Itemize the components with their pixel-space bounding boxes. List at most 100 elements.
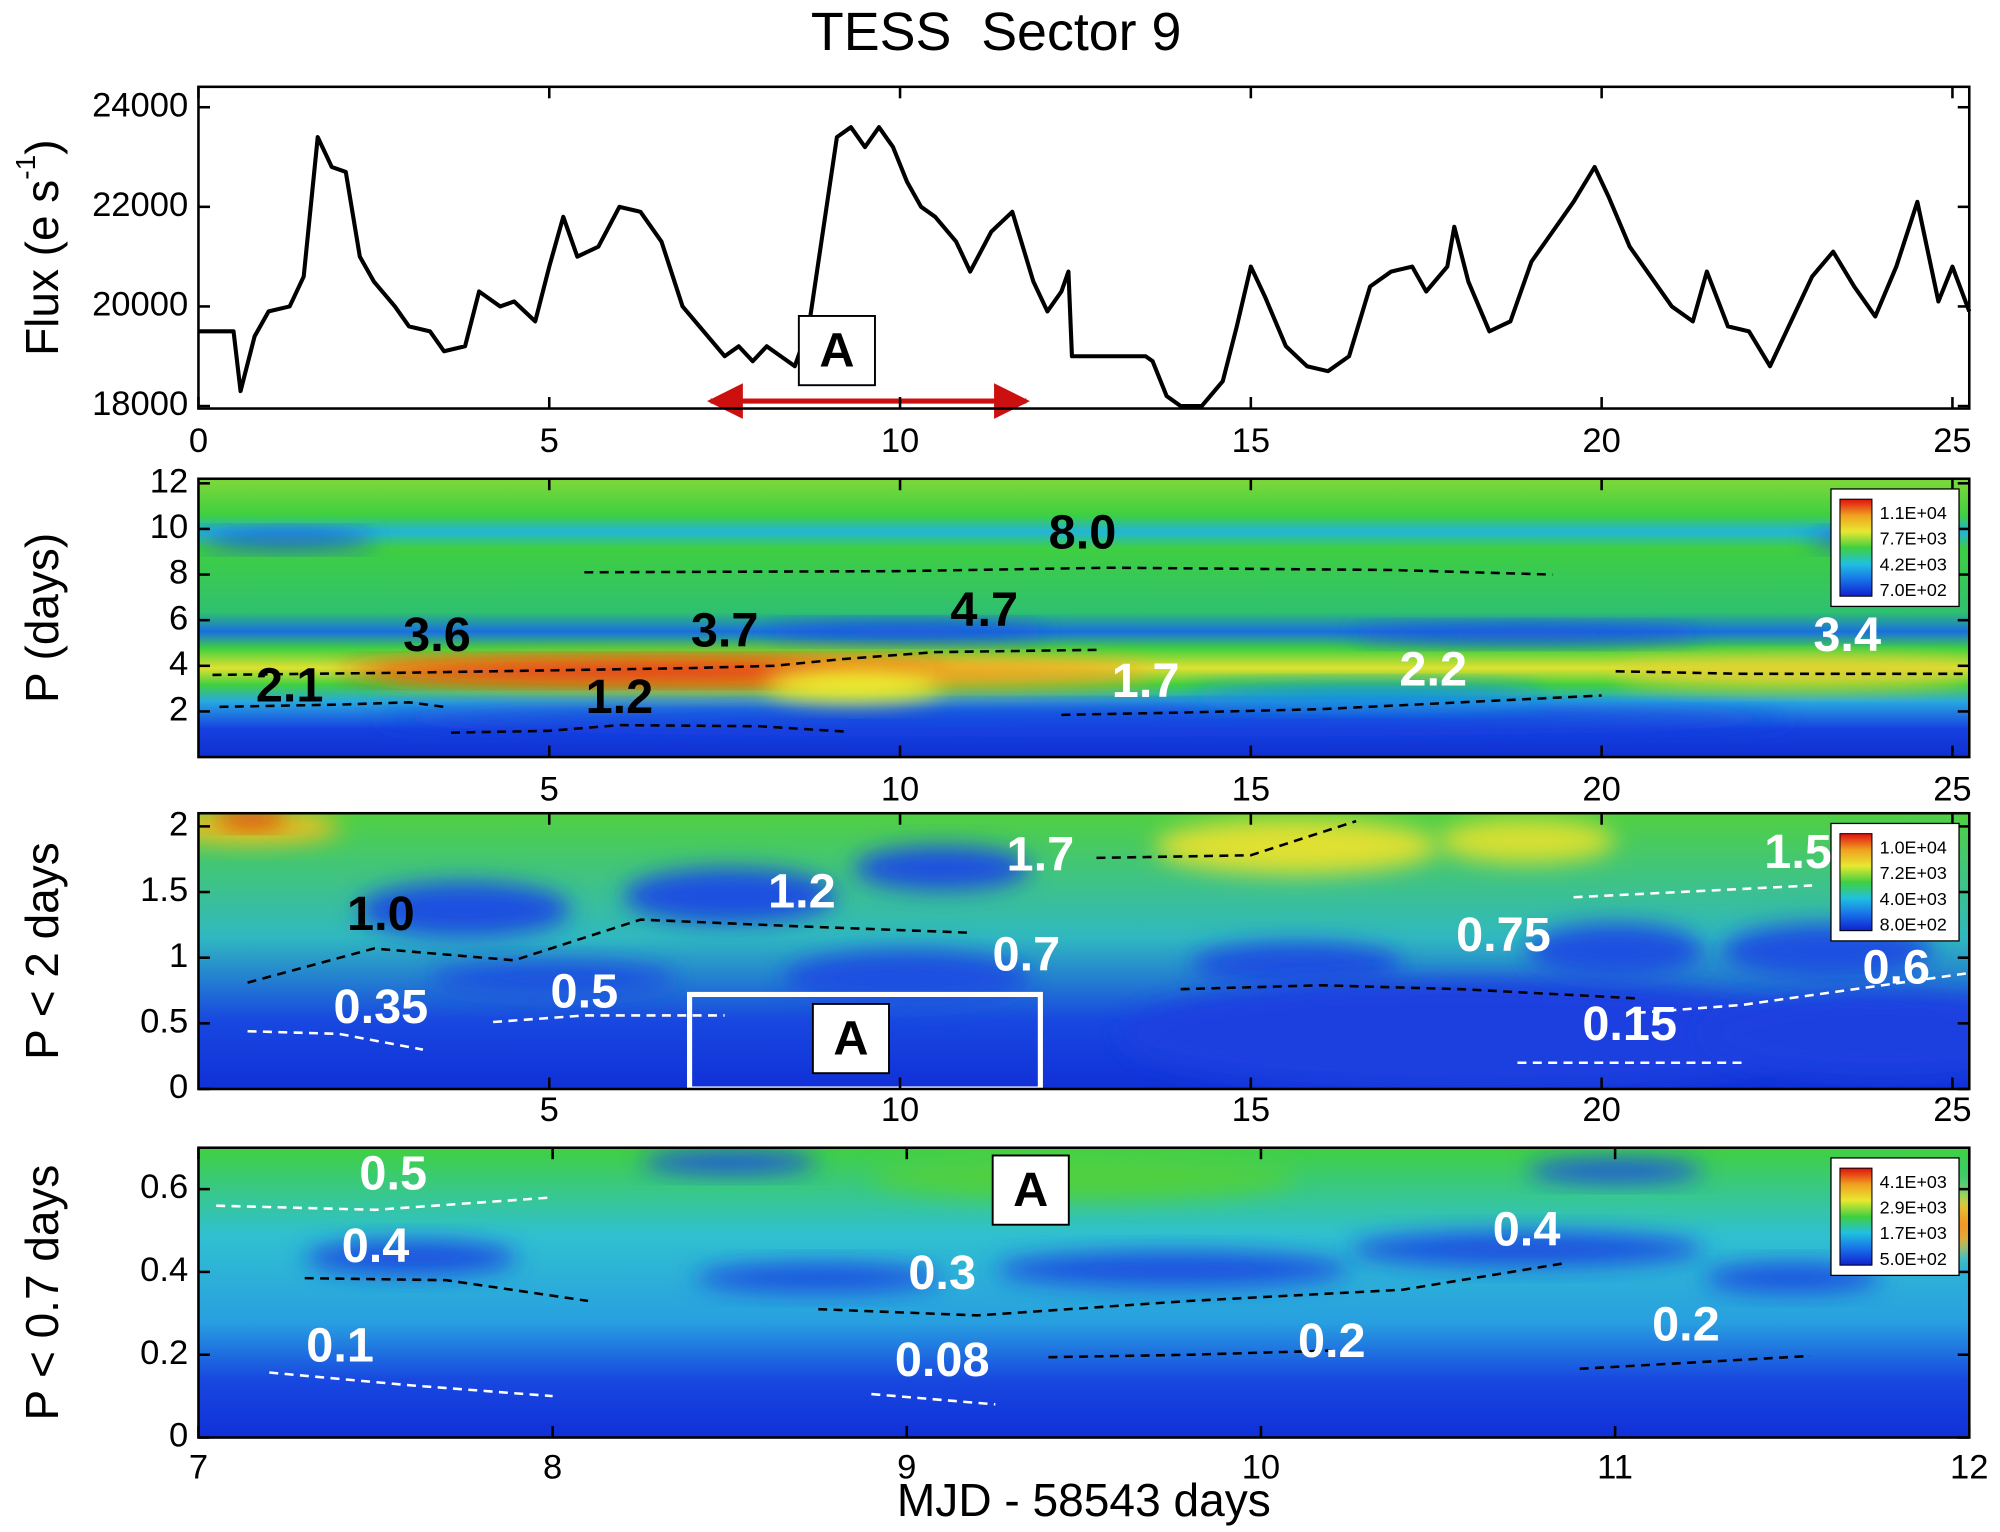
annotation: 0.2	[1298, 1314, 1366, 1368]
y-axis-label-text: P (days)	[16, 533, 68, 703]
annotation: 3.4	[1813, 608, 1881, 662]
y-axis-label-text: P < 0.7 days	[16, 1165, 68, 1421]
plot-frame	[197, 1146, 1971, 1439]
ridge-line	[1615, 670, 1967, 676]
power-blob	[428, 962, 677, 996]
annotation: 3.7	[691, 604, 759, 658]
ridge-line	[212, 648, 1097, 677]
annotation: 1.0	[347, 887, 415, 941]
x-tick-label: 0	[189, 422, 208, 460]
y-tick-label: 2	[169, 806, 188, 844]
x-tick-label: 10	[881, 422, 919, 460]
legend-label: 7.0E+02	[1880, 580, 1947, 600]
x-tick-label: 15	[1232, 422, 1270, 460]
x-tick-label: 11	[1597, 1449, 1633, 1487]
power-blob	[1349, 1231, 1704, 1267]
y-tick-label: 1	[169, 937, 188, 975]
y-tick-label: 20000	[92, 286, 188, 324]
annotation: 0.3	[908, 1246, 976, 1300]
annotation: 8.0	[1049, 506, 1117, 560]
x-tick-label: 20	[1582, 422, 1620, 460]
y-axis-label-text: Flux (e s	[16, 180, 68, 356]
x-tick-label: 8	[543, 1449, 562, 1487]
annotation: A	[819, 324, 854, 378]
plot-frame	[197, 85, 1971, 410]
x-tick-label: 25	[1933, 771, 1971, 809]
ridge-line	[451, 723, 845, 734]
ridge-line	[269, 1371, 553, 1398]
y-axis-label: Flux (e s-1)	[11, 139, 69, 355]
ridge-line	[219, 701, 445, 709]
ridge-line	[247, 918, 971, 984]
ridge-line	[1048, 1349, 1332, 1359]
annotation: 3.6	[403, 608, 471, 662]
annotation: 2.2	[1399, 643, 1467, 697]
y-tick-label: 24000	[92, 86, 188, 124]
power-blob	[694, 1263, 943, 1293]
x-tick-label: 10	[1242, 1449, 1280, 1487]
ridge-line	[1579, 1354, 1810, 1371]
ridge-line	[871, 1392, 996, 1406]
ridge-line	[818, 1262, 1563, 1317]
ridge-line	[1180, 983, 1637, 1000]
y-tick-label: 10	[150, 508, 188, 546]
x-tick-label: 12	[1950, 1449, 1988, 1487]
y-tick-label: 22000	[92, 186, 188, 224]
power-blob	[871, 1153, 1297, 1200]
power-blob	[765, 623, 1049, 641]
annotation: 2.1	[256, 658, 324, 712]
annotation: A	[833, 1012, 868, 1066]
y-tick-label: 0.4	[140, 1251, 188, 1289]
legend-colorbar	[1839, 498, 1873, 597]
x-tick-label: 15	[1232, 771, 1270, 809]
legend-label: 1.1E+04	[1880, 503, 1947, 523]
y-axis-label-end: )	[16, 139, 68, 154]
annotation: 0.6	[1862, 941, 1930, 995]
legend-label: 8.0E+02	[1880, 914, 1947, 934]
legend-label: 7.7E+03	[1880, 529, 1947, 549]
power-blob	[623, 868, 836, 924]
annotation: 0.4	[342, 1219, 410, 1273]
power-blob	[853, 846, 1031, 891]
power-blob	[641, 1150, 819, 1174]
y-tick-label: 4	[169, 645, 188, 683]
y-tick-label: 6	[169, 599, 188, 637]
ridge-line	[493, 1014, 725, 1024]
x-tick-label: 9	[897, 1449, 916, 1487]
y-tick-label: 18000	[92, 385, 188, 423]
x-tick-label: 5	[540, 422, 559, 460]
power-map	[198, 478, 1970, 758]
legend-label: 5.0E+02	[1880, 1249, 1947, 1269]
annotation: 0.5	[551, 964, 619, 1018]
annotation: 4.7	[950, 583, 1018, 637]
y-tick-label: 1.5	[140, 871, 188, 909]
x-tick-label: 10	[881, 1091, 919, 1129]
annotation-box	[797, 315, 876, 387]
legend-label: 4.1E+03	[1880, 1172, 1947, 1192]
annotation: A	[1013, 1163, 1048, 1217]
power-blob	[1526, 1159, 1704, 1183]
y-tick-label: 0	[169, 1417, 188, 1455]
annotation: 0.08	[895, 1333, 990, 1387]
y-tick-label: 0.2	[140, 1334, 188, 1372]
legend-label: 4.2E+03	[1880, 554, 1947, 574]
annotation: 1.2	[768, 865, 836, 919]
annotation: 1.7	[1112, 654, 1180, 708]
power-blob	[216, 813, 287, 828]
annotation: 0.4	[1493, 1202, 1561, 1256]
legend-label: 1.7E+03	[1880, 1223, 1947, 1243]
legend-label: 1.0E+04	[1880, 838, 1947, 858]
y-tick-label: 0.6	[140, 1168, 188, 1206]
x-tick-label: 15	[1232, 1091, 1270, 1129]
power-blob	[1438, 818, 1616, 863]
flux-line	[198, 125, 1972, 409]
annotation: 0.35	[334, 980, 429, 1034]
annotation: 1.2	[586, 670, 654, 724]
power-blob	[1190, 684, 1545, 707]
legend-colorbar	[1839, 833, 1873, 932]
ridge-line	[304, 1276, 589, 1303]
x-tick-label: 5	[540, 1091, 559, 1129]
power-blob	[765, 668, 943, 702]
